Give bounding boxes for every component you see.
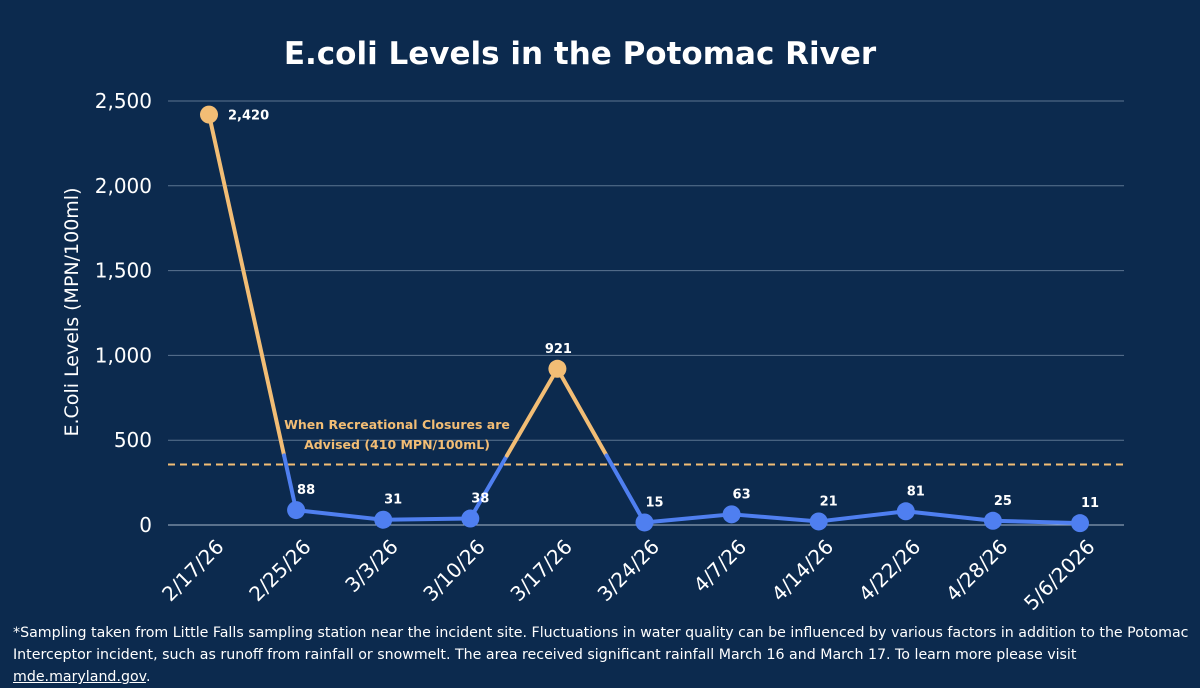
footnote-text: *Sampling taken from Little Falls sampli…: [13, 625, 1189, 663]
data-point: [287, 501, 306, 520]
footnote-end: .: [145, 669, 151, 685]
line-chart: 0 500 1,000 1,500 2,000 2,500 When Recreation…: [61, 89, 1124, 615]
data-labels: 2,420 88 31 38 921 15 63 21 81 25 11: [228, 109, 1099, 512]
line-segment: [282, 453, 299, 513]
x-tick-label: 4/7/26: [689, 535, 751, 597]
gridlines: [168, 100, 1124, 526]
data-point: [1071, 514, 1089, 533]
x-tick-label: 3/17/26: [505, 535, 576, 606]
data-point: [896, 502, 915, 521]
y-axis-ticks: 0 500 1,000 1,500 2,000 2,500: [95, 89, 152, 537]
footnote: *Sampling taken from Little Falls sampli…: [13, 622, 1193, 688]
x-tick-label: 4/28/26: [941, 535, 1012, 606]
y-tick-label: 0: [139, 513, 152, 537]
data-label: 31: [384, 493, 402, 508]
line-segment: [729, 512, 821, 524]
x-tick-label: 5/6/2026: [1019, 535, 1099, 615]
line-segment: [504, 366, 560, 458]
line-segment: [294, 508, 386, 522]
line-segment: [207, 112, 287, 458]
data-point: [548, 359, 567, 378]
data-label: 15: [645, 495, 663, 510]
data-label: 25: [994, 494, 1012, 509]
line-segment: [604, 453, 647, 525]
x-tick-label: 3/3/26: [340, 535, 402, 597]
data-label: 63: [733, 487, 751, 502]
data-point: [461, 509, 480, 528]
line-segment: [990, 518, 1082, 526]
y-tick-label: 500: [114, 428, 152, 452]
line-segment: [468, 453, 509, 521]
line-segment: [381, 516, 473, 522]
y-axis-label: E.Coli Levels (MPN/100ml): [61, 188, 83, 437]
x-tick-label: 2/17/26: [157, 535, 228, 606]
data-point: [635, 513, 654, 532]
data-label: 921: [545, 342, 572, 357]
threshold-label: Advised (410 MPN/100mL): [304, 437, 490, 452]
data-point: [983, 511, 1002, 530]
line-segment: [555, 366, 609, 458]
data-line: [207, 112, 1082, 526]
data-label: 2,420: [228, 109, 269, 124]
line-segment: [642, 512, 734, 525]
data-label: 11: [1081, 496, 1099, 511]
line-segment: [903, 509, 995, 523]
x-tick-label: 4/22/26: [854, 535, 925, 606]
data-points: [200, 105, 1089, 533]
y-tick-label: 1,500: [95, 259, 152, 283]
line-segment: [816, 509, 908, 524]
x-axis-ticks: 2/17/26 2/25/26 3/3/26 3/10/26 3/17/26 3/24/2…: [157, 535, 1099, 615]
x-tick-label: 2/25/26: [244, 535, 315, 606]
x-tick-label: 4/14/26: [767, 535, 838, 606]
data-label: 88: [297, 483, 315, 498]
data-label: 21: [820, 494, 838, 509]
mde-link[interactable]: mde.maryland.gov: [13, 669, 146, 685]
data-point: [374, 510, 393, 529]
chart-title: E.coli Levels in the Potomac River: [283, 36, 877, 72]
threshold-label: When Recreational Closures are: [284, 417, 510, 432]
data-label: 81: [907, 484, 925, 499]
x-tick-label: 3/10/26: [418, 535, 489, 606]
data-point: [809, 512, 828, 531]
threshold: When Recreational Closures are Advised (4…: [168, 417, 1124, 466]
x-tick-label: 3/24/26: [593, 535, 664, 606]
data-point: [722, 505, 741, 524]
data-point: [200, 105, 218, 124]
y-tick-label: 2,500: [95, 89, 152, 113]
y-tick-label: 2,000: [95, 174, 152, 198]
data-label: 38: [471, 492, 489, 507]
y-tick-label: 1,000: [95, 343, 152, 367]
